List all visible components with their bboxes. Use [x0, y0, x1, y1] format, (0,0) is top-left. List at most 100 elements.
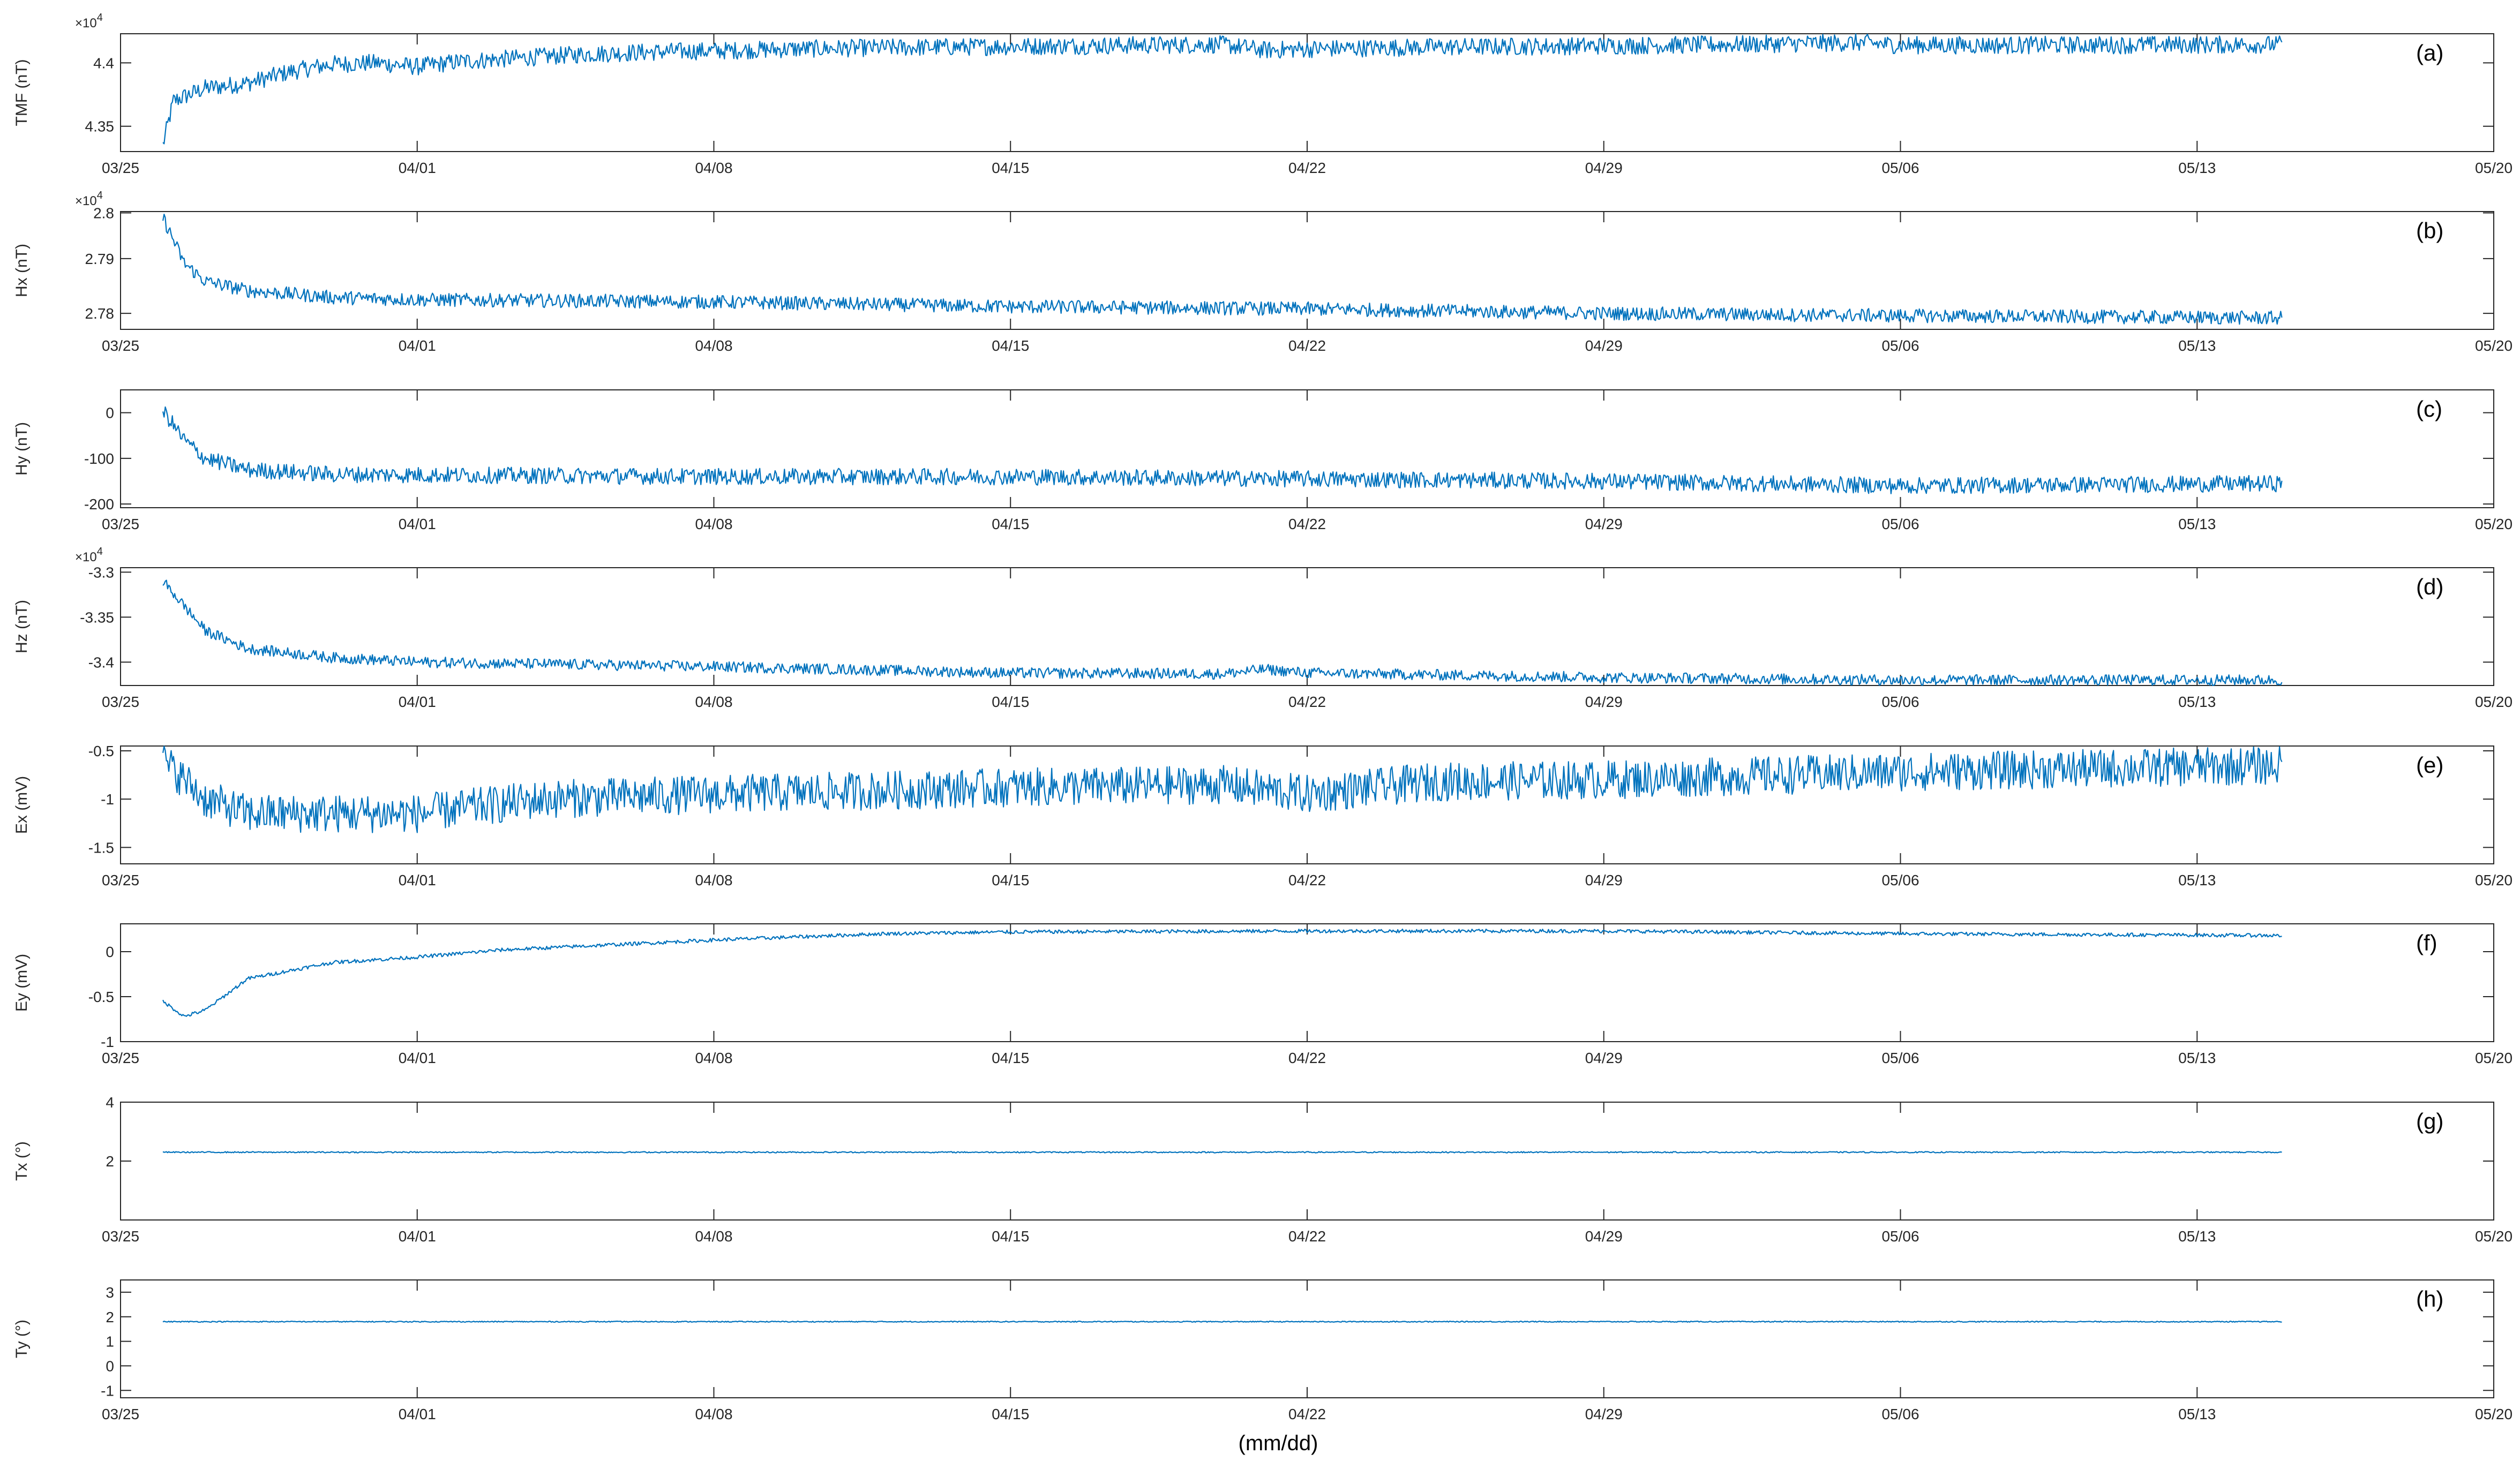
axes-box	[120, 1102, 2494, 1221]
x-tick-label: 04/01	[399, 872, 436, 888]
panel-h: 03/25 04/01 04/08 04/15 04/22 04/29 05/06 05/13…	[13, 1279, 2512, 1422]
series-line	[162, 745, 2283, 833]
y-tick-label: -200	[84, 496, 114, 513]
x-tick-label: 04/08	[695, 160, 732, 176]
x-tick-label: 05/13	[2178, 1406, 2216, 1422]
x-tick-label: 04/22	[1288, 160, 1326, 176]
x-tick-label: 05/20	[2475, 1406, 2512, 1422]
multiplier-base: ×10	[75, 550, 97, 564]
x-tick-label: 03/25	[102, 337, 139, 354]
axes-box	[120, 745, 2494, 864]
y-tick-label: 2	[106, 1309, 114, 1325]
x-tick-label: 04/01	[399, 160, 436, 176]
x-tick-label: 04/01	[399, 694, 436, 710]
y-tick-label: 0	[106, 1358, 114, 1374]
x-tick-label: 04/01	[399, 1050, 436, 1066]
x-tick-label: 04/01	[399, 516, 436, 532]
x-tick-label: 04/22	[1288, 337, 1326, 354]
x-tick-label: 03/25	[102, 1050, 139, 1066]
y-tick-label: -100	[84, 450, 114, 467]
y-tick-label: -0.5	[88, 989, 114, 1005]
x-tick-label: 03/25	[102, 1228, 139, 1245]
axes-box	[120, 567, 2494, 686]
y-tick-label: -1.5	[88, 839, 114, 856]
x-tick-label: 05/20	[2475, 694, 2512, 710]
x-tick-label: 04/01	[399, 1406, 436, 1422]
x-tick-label: 04/29	[1585, 1228, 1623, 1245]
x-axis-label: (mm/dd)	[1239, 1432, 1318, 1455]
multiplier-exponent: 4	[97, 12, 103, 24]
y-tick-label: 2	[106, 1153, 114, 1170]
panel-f: 03/25 04/01 04/08 04/15 04/22 04/29 05/06 05/13…	[13, 923, 2512, 1066]
x-tick-label: 05/06	[1881, 1228, 1919, 1245]
axes-box	[120, 1279, 2494, 1398]
y-tick-label: -0.5	[88, 743, 114, 759]
x-tick-label: 03/25	[102, 694, 139, 710]
panel-tag: (e)	[2416, 752, 2443, 778]
panel-tag: (f)	[2416, 930, 2438, 955]
x-tick-label: 04/15	[992, 337, 1029, 354]
y-tick-label: 2.8	[93, 205, 114, 222]
x-tick-label: 05/06	[1881, 516, 1919, 532]
x-tick-label: 05/20	[2475, 516, 2512, 532]
y-axis-label: Ty (°)	[13, 1320, 31, 1358]
series-line	[162, 406, 2283, 494]
x-tick-label: 04/29	[1585, 694, 1623, 710]
x-tick-label: 05/13	[2178, 1228, 2216, 1245]
x-tick-label: 05/06	[1881, 160, 1919, 176]
x-tick-label: 04/15	[992, 160, 1029, 176]
x-tick-label: 04/15	[992, 694, 1029, 710]
x-tick-label: 04/08	[695, 516, 732, 532]
x-tick-label: 03/25	[102, 1406, 139, 1422]
series-line	[162, 214, 2283, 325]
x-tick-label: 05/13	[2178, 337, 2216, 354]
x-tick-label: 04/29	[1585, 516, 1623, 532]
x-tick-label: 04/29	[1585, 872, 1623, 888]
x-tick-label: 04/22	[1288, 694, 1326, 710]
panel-tag: (g)	[2416, 1109, 2443, 1134]
x-tick-label: 04/29	[1585, 1406, 1623, 1422]
multiplier-base: ×10	[75, 194, 97, 208]
y-tick-label: -1	[101, 1382, 114, 1399]
panel-tag: (c)	[2416, 396, 2442, 421]
x-tick-label: 05/20	[2475, 1228, 2512, 1245]
y-tick-label: -3.4	[88, 654, 114, 671]
x-tick-label: 04/29	[1585, 337, 1623, 354]
x-tick-label: 05/06	[1881, 1050, 1919, 1066]
series-line	[162, 929, 2282, 1017]
y-axis-label: Tx (°)	[13, 1141, 31, 1181]
panel-b: 03/25 04/01 04/08 04/15 04/22 04/29 05/06 05/13…	[13, 190, 2512, 354]
y-axis-label: Hx (nT)	[13, 244, 31, 297]
y-tick-label: -3.35	[80, 609, 114, 626]
x-tick-label: 05/20	[2475, 337, 2512, 354]
axes-box	[120, 923, 2494, 1042]
x-tick-label: 05/20	[2475, 160, 2512, 176]
y-axis-label: Hz (nT)	[13, 600, 31, 653]
y-multiplier: ×104	[75, 12, 103, 31]
y-tick-label: 1	[106, 1334, 114, 1350]
y-multiplier: ×104	[75, 190, 103, 208]
panel-tag: (a)	[2416, 40, 2443, 65]
y-axis-label: Ey (mV)	[13, 954, 31, 1012]
x-tick-label: 04/15	[992, 872, 1029, 888]
panel-d: 03/25 04/01 04/08 04/15 04/22 04/29 05/06 05/13…	[13, 546, 2512, 710]
axes-box	[120, 33, 2494, 152]
y-tick-label: -1	[101, 1034, 114, 1050]
x-tick-label: 05/13	[2178, 694, 2216, 710]
panel-g: 03/25 04/01 04/08 04/15 04/22 04/29 05/06 05/13…	[13, 1094, 2512, 1245]
x-tick-label: 04/15	[992, 516, 1029, 532]
x-tick-label: 05/06	[1881, 1406, 1919, 1422]
x-tick-label: 04/08	[695, 694, 732, 710]
x-tick-label: 04/15	[992, 1406, 1029, 1422]
y-axis-label: Ex (mV)	[13, 776, 31, 834]
axes-box	[120, 211, 2494, 330]
y-tick-label: 4.35	[85, 118, 115, 135]
panel-tag: (d)	[2416, 574, 2443, 599]
y-tick-label: 3	[106, 1284, 114, 1301]
x-tick-label: 03/25	[102, 872, 139, 888]
series-line	[162, 1151, 2282, 1154]
x-tick-label: 04/22	[1288, 1406, 1326, 1422]
x-tick-label: 04/08	[695, 1050, 732, 1066]
x-tick-label: 05/20	[2475, 872, 2512, 888]
x-tick-label: 05/20	[2475, 1050, 2512, 1066]
